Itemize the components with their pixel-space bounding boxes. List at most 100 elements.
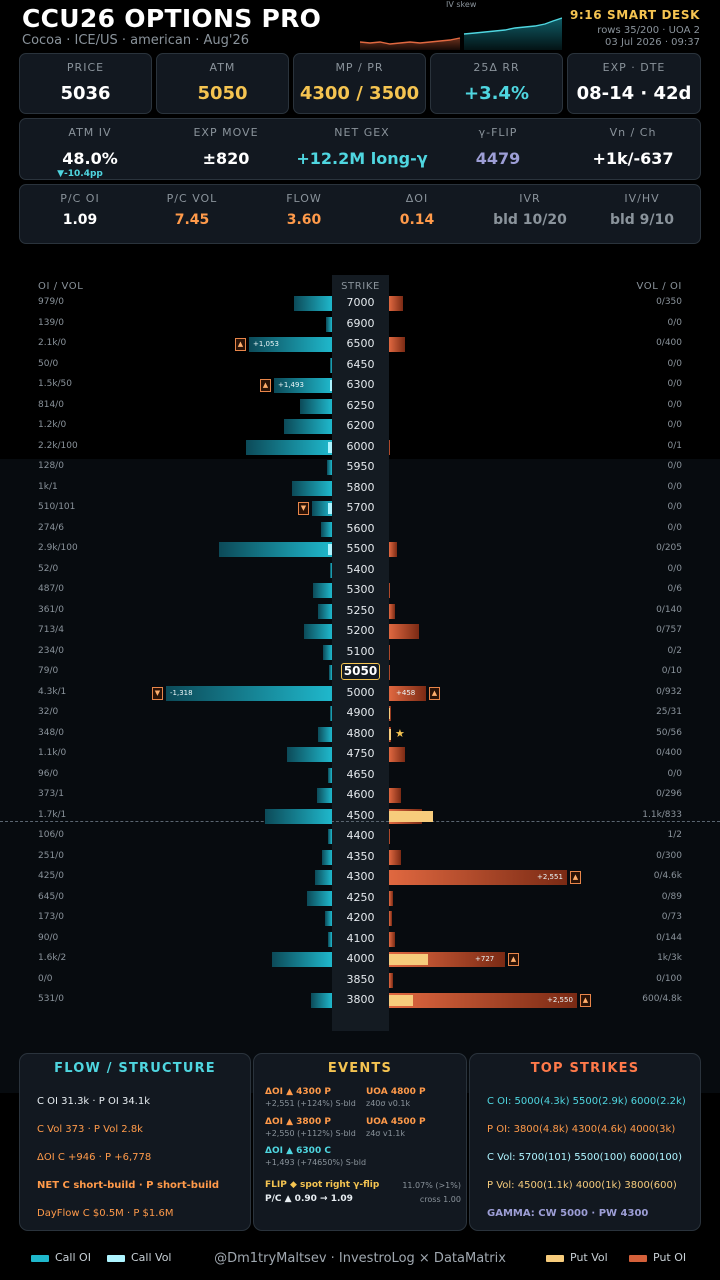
ladder-row[interactable]: 531/0 600/4.8k +2,550 ▲ 3800 [0, 990, 720, 1011]
call-oi-vol-text: 814/0 [38, 399, 64, 410]
ladder-row[interactable]: 96/0 0/0 4650 [0, 765, 720, 786]
strike-label: 6500 [346, 337, 375, 350]
ladder-row[interactable]: 979/0 0/350 7000 [0, 293, 720, 314]
put-vol-oi-text: 0/0 [667, 317, 682, 328]
put-oi-bar [389, 788, 401, 803]
flow-doi-line: ΔOI C +946 · P +6,778 [37, 1152, 152, 1163]
event-uoa-4800p-detail: z40σ v0.1k [366, 1099, 411, 1108]
event-uoa-4500p: UOA 4500 P [366, 1117, 426, 1127]
timestamp: 03 Jul 2026 · 09:37 [605, 37, 700, 48]
ladder-row[interactable]: 90/0 0/144 4100 [0, 929, 720, 950]
call-oi-bar [272, 952, 332, 967]
call-vol-bar [330, 380, 332, 391]
call-oi-vol-text: 425/0 [38, 871, 64, 881]
put-oi-bar [389, 685, 426, 701]
ladder-row[interactable]: 32/0 25/31 4900 [0, 703, 720, 724]
call-oi-vol-text: 251/0 [38, 850, 64, 861]
atm-label: ATM [209, 61, 236, 74]
call-oi-vol-text: 1.5k/50 [38, 379, 73, 389]
max-pain-label: MP / PR [335, 61, 384, 74]
ladder-row[interactable]: 2.2k/100 0/1 6000 [0, 437, 720, 458]
ladder-row[interactable]: 1.6k/2 1k/3k +727 ▲ 4000 [0, 949, 720, 970]
ladder-row[interactable]: 79/0 0/10 5050 [0, 662, 720, 683]
call-oi-bar [300, 398, 332, 414]
event-oi-4300p: ΔOI ▲ 4300 P [265, 1087, 331, 1097]
call-oi-vol-text: 173/0 [38, 912, 64, 922]
price-value: 5036 [60, 83, 111, 104]
call-oi-vol-text: 487/0 [38, 584, 64, 594]
put-vol-oi-text: 0/0 [667, 399, 682, 410]
call-vol-legend-label: Call Vol [131, 1251, 172, 1264]
call-oi-bar [294, 296, 332, 311]
ladder-row[interactable]: 106/0 1/2 4400 [0, 826, 720, 847]
ladder-row[interactable]: 1.5k/50 0/0 +1,493 ▲ 6300 [0, 375, 720, 396]
ladder-row[interactable]: 251/0 0/300 4350 [0, 847, 720, 868]
ladder-row[interactable]: 52/0 0/0 5400 [0, 560, 720, 581]
ladder-row[interactable]: 1k/1 0/0 5800 [0, 478, 720, 499]
put-vol-bar [389, 810, 433, 822]
flow-vol-line: C Vol 373 · P Vol 2.8k [37, 1124, 143, 1135]
call-oi-bar [327, 460, 332, 475]
ladder-row[interactable]: 139/0 0/0 6900 [0, 314, 720, 335]
put-vol-oi-text: 0/300 [656, 850, 682, 861]
call-oi-vol-text: 128/0 [38, 461, 64, 471]
ladder-row[interactable]: 234/0 0/2 5100 [0, 642, 720, 663]
ladder-row[interactable]: 361/0 0/140 5250 [0, 601, 720, 622]
ladder-row[interactable]: 1.2k/0 0/0 6200 [0, 416, 720, 437]
ladder-row[interactable]: 510/101 0/0 ▼ 5700 [0, 498, 720, 519]
put-vol-oi-text: 0/400 [656, 338, 682, 348]
put-vol-oi-text: 0/1 [667, 440, 682, 451]
put-oi-bar [389, 870, 567, 885]
ladder-row[interactable]: 645/0 0/89 4250 [0, 888, 720, 909]
iv-skew-label: IV skew [446, 0, 477, 9]
ladder-row[interactable]: 50/0 0/0 6450 [0, 355, 720, 376]
put-oi-bar [389, 603, 395, 619]
call-oi-vol-text: 531/0 [38, 994, 64, 1004]
put-oi-bar [389, 583, 390, 598]
put-vol-oi-text: 0/140 [656, 604, 682, 615]
put-oi-change-label: +2,550 [547, 996, 573, 1004]
atm-iv-cell: ATM IV 48.0% ▼-10.4pp [20, 119, 160, 179]
events-panel: EVENTS ΔOI ▲ 4300 P +2,551 (+124%) S-bld… [253, 1053, 467, 1231]
ladder-row[interactable]: 425/0 0/4.6k +2,551 ▲ 4300 [0, 867, 720, 888]
event-oi-6300c: ΔOI ▲ 6300 C [265, 1146, 331, 1156]
atm-card: ATM 5050 [156, 53, 289, 114]
strike-label: 4100 [346, 931, 375, 945]
ladder-row[interactable]: 814/0 0/0 6250 [0, 396, 720, 417]
ladder-row[interactable]: 274/6 0/0 5600 [0, 519, 720, 540]
ladder-row[interactable]: 487/0 0/6 5300 [0, 580, 720, 601]
put-vol-oi-text: 0/400 [656, 748, 682, 758]
ivr-value: bld 10/20 [493, 212, 567, 228]
ladder-row[interactable]: 2.1k/0 0/400 +1,053 ▲ 6500 [0, 334, 720, 355]
call-oi-change-flag: ▼ [152, 686, 163, 700]
call-oi-vol-text: 1.6k/2 [38, 953, 67, 963]
call-oi-vol-text: 979/0 [38, 297, 64, 307]
put-oi-change-flag: ▲ [429, 686, 440, 700]
strike-label: 4400 [346, 829, 375, 842]
put-vol-oi-text: 0/205 [656, 543, 682, 553]
call-oi-bar [307, 890, 332, 906]
call-oi-vol-text: 274/6 [38, 522, 64, 533]
expiry-label: EXP · DTE [602, 61, 666, 74]
put-oi-bar [389, 624, 419, 639]
ladder-row[interactable]: 713/4 0/757 5200 [0, 621, 720, 642]
ladder-row[interactable]: 0/0 0/100 3850 [0, 970, 720, 991]
put-vol-oi-text: 0/144 [656, 932, 682, 943]
call-oi-vol-text: 348/0 [38, 727, 64, 738]
vanna-charm-cell: Vn / Ch +1k/-637 [564, 119, 702, 179]
credit-line: @Dm1tryMaltsev · InvestroLog × DataMatri… [214, 1251, 506, 1266]
ladder-row[interactable]: 2.9k/100 0/205 5500 [0, 539, 720, 560]
ladder-row[interactable]: 373/1 0/296 4600 [0, 785, 720, 806]
call-oi-bar [323, 644, 332, 660]
ladder-row[interactable]: 173/0 0/73 4200 [0, 908, 720, 929]
ladder-row[interactable]: 1.1k/0 0/400 4750 [0, 744, 720, 765]
vanna-charm-value: +1k/-637 [592, 149, 674, 168]
ladder-row[interactable]: 4.3k/1 0/932 -1,318 ▼ +458 ▲ 5000 [0, 683, 720, 704]
call-vol-swatch [107, 1254, 125, 1262]
ladder-row[interactable]: 128/0 0/0 5950 [0, 457, 720, 478]
strike-ladder: OI / VOL STRIKE VOL / OI 979/0 0/350 7000 1… [0, 275, 720, 1093]
atm-iv-label: ATM IV [68, 126, 112, 139]
call-oi-bar [330, 562, 332, 578]
ladder-row[interactable]: 1.7k/1 1.1k/833 4500 [0, 806, 720, 827]
ladder-row[interactable]: 348/0 50/56 ★ 4800 [0, 724, 720, 745]
